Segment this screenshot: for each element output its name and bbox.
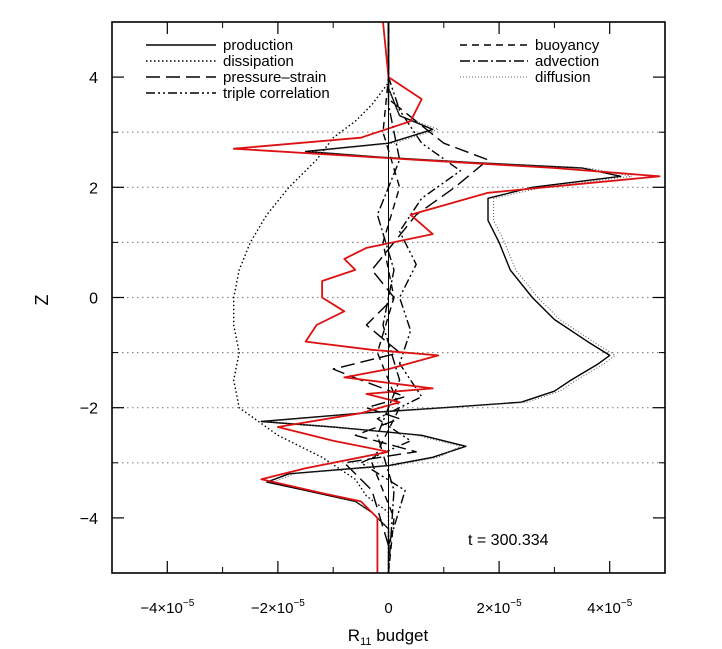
y-tick-label-2: 0 (89, 291, 98, 308)
legend-label-right-1: advection (535, 53, 599, 70)
legend-label-left-0: production (223, 37, 293, 54)
x-tick-label-4: 4×10−5 (587, 598, 633, 617)
x-tick-label-exp-1: −5 (293, 598, 305, 609)
y-tick-label-4: 4 (89, 70, 98, 87)
legend-label-right-0: buoyancy (535, 37, 600, 54)
series-line-4 (371, 22, 401, 574)
x-tick-label-exp-3: −5 (510, 598, 522, 609)
x-tick-label-text-0: −4×10 (140, 600, 183, 617)
x-tick-label-3: 2×10−5 (476, 598, 522, 617)
y-tick-label-0: −4 (80, 511, 98, 528)
x-axis-label-main: R (348, 626, 360, 645)
series-line-2 (332, 22, 489, 546)
time-annotation: t = 300.334 (468, 532, 549, 549)
x-tick-label-0: −4×10−5 (140, 598, 194, 617)
legend: productiondissipationpressure–straintrip… (146, 37, 600, 102)
series-line-0 (260, 22, 622, 573)
x-tick-label-exp-0: −5 (183, 598, 195, 609)
series-lines (232, 21, 661, 574)
y-axis-label: Z (32, 295, 52, 306)
x-tick-label-exp-4: −5 (621, 598, 633, 609)
series-line-3 (360, 22, 462, 546)
x-tick-label-text-1: −2×10 (251, 600, 294, 617)
x-axis-label-subscript: 11 (360, 636, 371, 648)
x-axis-label-rest: budget (371, 626, 428, 645)
legend-label-left-3: triple correlation (223, 85, 330, 102)
x-axis-label: R11 budget (348, 626, 429, 648)
x-tick-label-text-3: 2×10 (476, 600, 510, 617)
y-tick-label-1: −2 (80, 401, 98, 418)
x-tick-label-1: −2×10−5 (251, 598, 305, 617)
x-tick-label-text-4: 4×10 (587, 600, 621, 617)
legend-label-right-2: diffusion (535, 69, 591, 86)
legend-label-left-2: pressure–strain (223, 69, 326, 86)
x-tick-label-text-2: 0 (384, 600, 392, 617)
y-tick-label-3: 2 (89, 180, 98, 197)
legend-label-left-1: dissipation (223, 53, 294, 70)
series-line-5 (376, 22, 401, 574)
series-line-1 (233, 22, 390, 573)
x-tick-label-2: 0 (384, 600, 392, 617)
